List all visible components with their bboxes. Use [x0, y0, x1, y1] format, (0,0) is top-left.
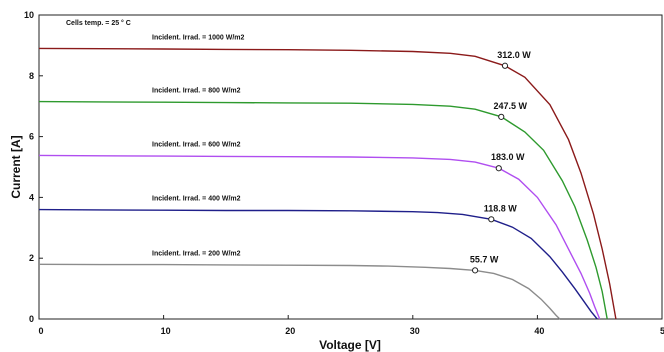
mpp-power-label: 312.0 W: [497, 50, 531, 60]
series-line-0: [38, 47, 617, 320]
x-tick-label: 10: [161, 326, 171, 336]
series-line-3: [38, 208, 598, 320]
x-tick-label: 40: [534, 326, 544, 336]
series-name-label: Incident. Irrad. = 200 W/m2: [152, 250, 241, 257]
cell-temperature-note: Cells temp. = 25 ° C: [66, 19, 131, 27]
series-name-label: Incident. Irrad. = 800 W/m2: [152, 88, 241, 95]
x-tick-label: 20: [285, 326, 295, 336]
y-tick-label: 8: [29, 71, 34, 81]
mpp-markers: 312.0 W 247.5 W 183.0 W 118.8 W 55.7 W: [470, 50, 531, 274]
mpp-marker: [495, 165, 502, 172]
mpp-marker: [472, 267, 479, 274]
series-name-label: Incident. Irrad. = 1000 W/m2: [152, 34, 245, 41]
x-tick-label: 30: [410, 326, 420, 336]
series-name-label: Incident. Irrad. = 600 W/m2: [152, 141, 241, 148]
mpp-power-label: 247.5 W: [494, 101, 528, 111]
mpp-power-label: 55.7 W: [470, 254, 499, 264]
curve-labels: Incident. Irrad. = 1000 W/m2 Incident. Ir…: [152, 34, 245, 257]
mpp-marker: [488, 216, 495, 223]
mpp-power-label: 118.8 W: [484, 203, 518, 213]
y-tick-label: 4: [29, 192, 34, 202]
x-tick-label: 50: [660, 326, 664, 336]
series-name-label: Incident. Irrad. = 400 W/m2: [152, 196, 241, 203]
series-line-2: [38, 154, 601, 320]
mpp-marker: [501, 62, 509, 69]
series-line-4: [38, 263, 561, 320]
series-group: [38, 47, 617, 320]
series-line-1: [38, 100, 608, 320]
mpp-power-label: 183.0 W: [491, 152, 525, 162]
plot-area: [38, 14, 663, 320]
y-axis-title: Current [A]: [9, 135, 23, 198]
axis-ticks: 0 10 20 30 40 50 0 2 4 6 8 10: [24, 10, 664, 336]
y-tick-label: 6: [29, 132, 34, 142]
y-tick-label: 2: [29, 253, 34, 263]
y-tick-label: 0: [29, 314, 34, 324]
x-axis-title: Voltage [V]: [319, 338, 381, 352]
y-tick-label: 10: [24, 10, 34, 20]
x-tick-label: 0: [38, 326, 43, 336]
mpp-marker: [498, 113, 505, 120]
